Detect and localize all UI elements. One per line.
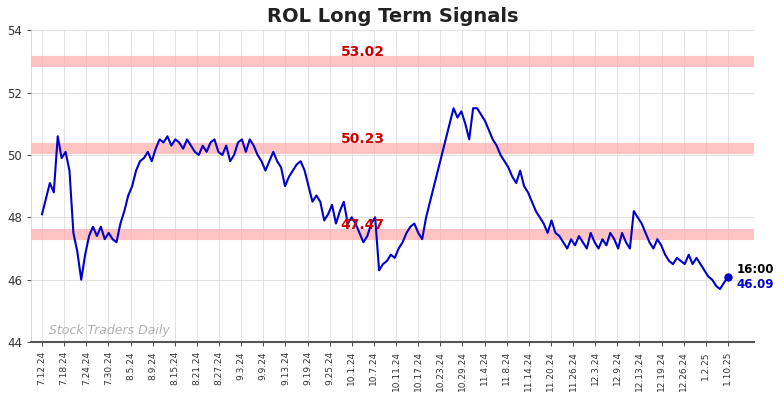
Text: Stock Traders Daily: Stock Traders Daily — [49, 324, 169, 338]
Text: 47.47: 47.47 — [341, 218, 385, 232]
Title: ROL Long Term Signals: ROL Long Term Signals — [267, 7, 518, 26]
Text: 50.23: 50.23 — [341, 132, 385, 146]
Text: 53.02: 53.02 — [341, 45, 385, 59]
Text: 46.09: 46.09 — [737, 278, 775, 291]
Text: 16:00: 16:00 — [737, 263, 775, 275]
